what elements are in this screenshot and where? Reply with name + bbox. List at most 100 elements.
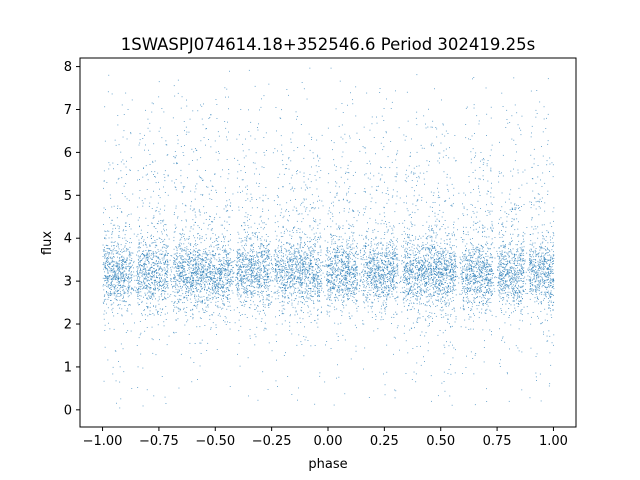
data-point bbox=[488, 278, 490, 280]
data-point bbox=[302, 201, 304, 203]
data-point bbox=[439, 228, 441, 230]
data-point bbox=[500, 255, 502, 257]
data-point bbox=[450, 326, 452, 327]
data-point bbox=[137, 170, 139, 172]
data-point bbox=[332, 265, 334, 267]
data-point bbox=[371, 274, 373, 276]
data-point bbox=[320, 268, 322, 270]
data-point bbox=[117, 313, 119, 314]
data-point bbox=[296, 231, 298, 233]
data-point bbox=[279, 214, 281, 216]
data-point bbox=[309, 282, 311, 284]
data-point bbox=[244, 291, 246, 293]
data-point bbox=[548, 273, 550, 275]
data-point bbox=[153, 242, 155, 243]
data-point bbox=[442, 287, 443, 288]
data-point bbox=[438, 271, 440, 273]
data-point bbox=[463, 290, 465, 292]
data-point bbox=[425, 273, 427, 275]
data-point bbox=[513, 208, 515, 210]
data-point bbox=[425, 332, 427, 334]
data-point bbox=[205, 248, 207, 250]
data-point bbox=[265, 275, 266, 277]
data-point bbox=[164, 282, 166, 284]
data-point bbox=[210, 260, 212, 262]
data-point bbox=[157, 202, 159, 204]
data-point bbox=[322, 272, 324, 274]
data-point bbox=[140, 272, 142, 274]
data-point bbox=[283, 304, 285, 306]
data-point bbox=[251, 244, 253, 246]
data-point bbox=[257, 267, 259, 269]
data-point bbox=[355, 261, 356, 263]
data-point bbox=[341, 245, 343, 247]
data-point bbox=[531, 262, 532, 264]
data-point bbox=[250, 274, 252, 276]
data-point bbox=[369, 217, 371, 219]
data-point bbox=[195, 245, 197, 247]
data-point bbox=[385, 253, 387, 255]
data-point bbox=[333, 283, 334, 285]
data-point bbox=[478, 257, 480, 259]
data-point bbox=[422, 268, 424, 270]
data-point bbox=[317, 285, 318, 287]
data-point bbox=[317, 241, 319, 243]
data-point bbox=[365, 248, 366, 249]
data-point bbox=[263, 276, 264, 278]
data-point bbox=[502, 175, 504, 177]
data-point bbox=[226, 210, 228, 212]
data-point bbox=[370, 242, 372, 244]
data-point bbox=[279, 281, 280, 282]
data-point bbox=[116, 265, 117, 267]
data-point bbox=[545, 275, 547, 277]
data-point bbox=[321, 311, 322, 313]
data-point bbox=[303, 266, 305, 268]
data-point bbox=[378, 275, 379, 277]
data-point bbox=[206, 292, 207, 294]
data-point bbox=[259, 266, 261, 268]
data-point bbox=[452, 262, 454, 264]
data-point bbox=[252, 315, 253, 317]
data-point bbox=[274, 215, 276, 217]
data-point bbox=[191, 293, 193, 295]
data-point bbox=[291, 256, 293, 258]
data-point bbox=[406, 279, 408, 281]
data-point bbox=[360, 256, 362, 257]
data-point bbox=[163, 256, 165, 258]
data-point bbox=[153, 314, 155, 316]
data-point bbox=[288, 301, 290, 303]
data-point bbox=[330, 296, 331, 298]
data-point bbox=[521, 314, 523, 315]
data-point bbox=[453, 308, 455, 310]
data-point bbox=[179, 247, 181, 249]
data-point bbox=[239, 186, 240, 188]
data-point bbox=[222, 245, 224, 247]
data-point bbox=[326, 265, 328, 266]
data-point bbox=[435, 252, 437, 254]
data-point bbox=[227, 244, 229, 246]
data-point bbox=[277, 204, 278, 205]
data-point bbox=[314, 246, 316, 248]
data-point bbox=[207, 255, 209, 257]
data-point bbox=[545, 266, 546, 268]
data-point bbox=[183, 302, 185, 303]
data-point bbox=[386, 242, 388, 244]
data-point bbox=[369, 269, 371, 271]
data-point bbox=[383, 207, 385, 209]
data-point bbox=[504, 280, 506, 282]
data-point bbox=[382, 277, 384, 279]
data-point bbox=[262, 254, 264, 256]
data-point bbox=[124, 225, 126, 227]
data-point bbox=[308, 257, 310, 259]
data-point bbox=[412, 250, 414, 252]
data-point bbox=[549, 274, 551, 276]
data-point bbox=[282, 186, 284, 188]
data-point bbox=[209, 294, 211, 296]
data-point bbox=[491, 334, 492, 336]
data-point bbox=[335, 108, 337, 110]
data-point bbox=[454, 259, 456, 261]
data-point bbox=[229, 298, 231, 300]
data-point bbox=[535, 290, 537, 292]
data-point bbox=[453, 268, 455, 270]
data-point bbox=[347, 290, 349, 292]
